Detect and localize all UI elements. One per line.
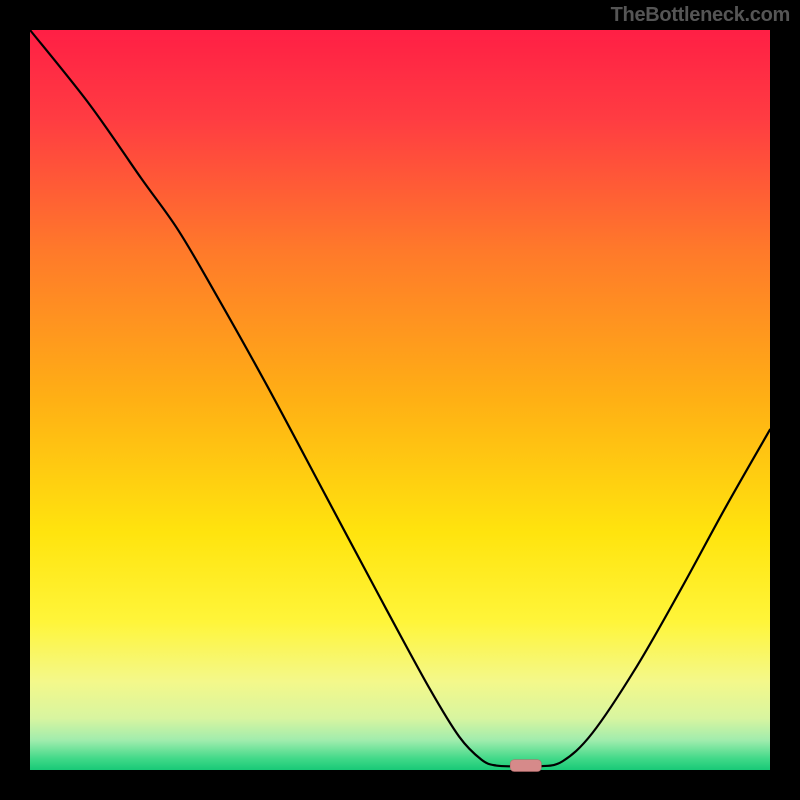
chart-container: TheBottleneck.com	[0, 0, 800, 800]
watermark-text: TheBottleneck.com	[611, 4, 790, 27]
optimum-marker	[510, 760, 541, 772]
marker-layer	[0, 0, 800, 800]
